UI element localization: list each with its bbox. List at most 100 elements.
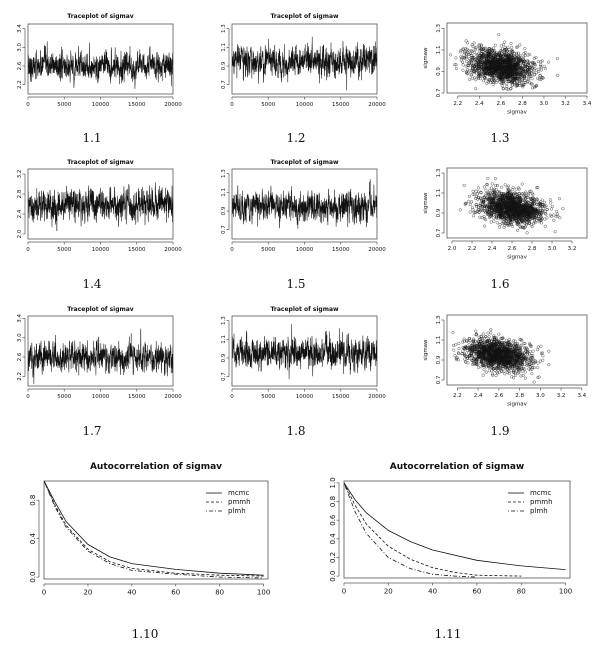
- scatter-point: [511, 362, 515, 366]
- scatter-point: [467, 340, 471, 344]
- scatter-point: [552, 218, 556, 222]
- scatter-point: [522, 354, 526, 358]
- scatter-point: [503, 74, 506, 78]
- scatter-point: [494, 374, 498, 377]
- scatter-point: [523, 47, 527, 51]
- scatter-point: [524, 222, 528, 226]
- scatter-point: [496, 208, 499, 212]
- scatter-point: [484, 370, 488, 374]
- scatter-point: [494, 214, 498, 218]
- scatter-point: [521, 192, 525, 196]
- scatter-point: [515, 345, 519, 349]
- scatter-point: [518, 43, 522, 47]
- x-tick-label: 20000: [368, 247, 386, 253]
- scatter-point: [555, 210, 559, 213]
- scatter-point: [502, 196, 506, 200]
- scatter-point: [516, 207, 520, 211]
- scatter-point: [544, 204, 548, 208]
- scatter-point: [512, 72, 516, 76]
- scatter-point: [489, 328, 493, 332]
- scatter-point: [468, 194, 471, 198]
- chart-title: Traceplot of sigmaw: [270, 306, 339, 313]
- y-tick-label: 0.7: [221, 80, 227, 89]
- scatter-point: [489, 68, 493, 71]
- scatter-point: [524, 81, 528, 85]
- scatter-point: [471, 189, 475, 193]
- scatter-point: [474, 329, 478, 333]
- scatter-point: [488, 54, 492, 58]
- scatter-point: [486, 361, 490, 365]
- scatter-point: [461, 68, 465, 72]
- scatter-point: [516, 365, 520, 369]
- scatter-point: [457, 341, 461, 345]
- scatter-point: [506, 211, 510, 215]
- plot-marks: [28, 41, 173, 89]
- scatter-point: [456, 358, 460, 362]
- scatter-point: [485, 358, 489, 362]
- scatter-point: [499, 214, 503, 218]
- plot-frame: [343, 480, 571, 579]
- scatter-point: [470, 200, 474, 204]
- scatter-point: [538, 217, 542, 221]
- scatter-point: [489, 186, 493, 190]
- chart-panel-3: 2.2 2.4 2.6 2.8 3.0 3.2 3.40.70.91.11.3sigmavs…: [423, 22, 592, 116]
- x-tick-label: 20: [83, 589, 92, 597]
- scatter-point: [492, 353, 496, 357]
- scatter-point: [497, 349, 501, 353]
- scatter-point: [493, 346, 497, 350]
- scatter-point: [475, 357, 479, 361]
- y-tick-label: 0.9: [436, 208, 442, 217]
- scatter-point: [501, 54, 505, 58]
- scatter-point: [533, 221, 537, 225]
- plot-frame: [27, 23, 174, 95]
- y-tick-label: 1.3: [221, 316, 227, 325]
- scatter-point: [503, 358, 507, 362]
- scatter-point: [539, 66, 543, 70]
- scatter-point: [496, 371, 500, 375]
- scatter-point: [469, 60, 473, 64]
- scatter-point: [533, 63, 537, 67]
- panel-label-1: 1.1: [82, 131, 102, 145]
- scatter-point: [489, 72, 493, 76]
- scatter-point: [459, 50, 463, 54]
- scatter-point: [502, 205, 506, 209]
- scatter-point: [463, 57, 467, 60]
- scatter-point: [525, 360, 529, 364]
- scatter-point: [463, 357, 467, 361]
- x-tick-label: 10000: [296, 102, 314, 108]
- scatter-point: [502, 208, 506, 212]
- x-tick-label: 10000: [296, 394, 314, 400]
- scatter-point: [481, 373, 485, 377]
- scatter-point: [492, 367, 496, 371]
- scatter-point: [528, 74, 532, 78]
- x-axis-label: sigmav: [507, 255, 528, 261]
- scatter-point: [513, 342, 517, 346]
- scatter-point: [517, 51, 520, 55]
- scatter-point: [498, 200, 502, 204]
- scatter-point: [497, 343, 500, 346]
- scatter-point: [514, 349, 518, 352]
- scatter-point: [540, 76, 544, 79]
- scatter-point: [499, 197, 503, 201]
- scatter-point: [472, 192, 476, 196]
- scatter-point: [463, 353, 467, 357]
- scatter-point: [507, 48, 511, 51]
- scatter-point: [524, 74, 528, 78]
- scatter-point: [470, 54, 474, 58]
- scatter-point: [493, 210, 497, 214]
- scatter-point: [497, 370, 501, 374]
- scatter-point: [530, 367, 534, 371]
- scatter-point: [490, 56, 494, 60]
- scatter-point: [561, 207, 565, 211]
- scatter-point: [494, 216, 498, 220]
- y-tick-label: 0.7: [436, 88, 442, 97]
- scatter-point: [521, 373, 525, 377]
- scatter-point: [526, 214, 530, 218]
- x-tick-label: 2.2: [453, 393, 462, 399]
- scatter-point: [518, 207, 522, 211]
- scatter-point: [489, 70, 493, 74]
